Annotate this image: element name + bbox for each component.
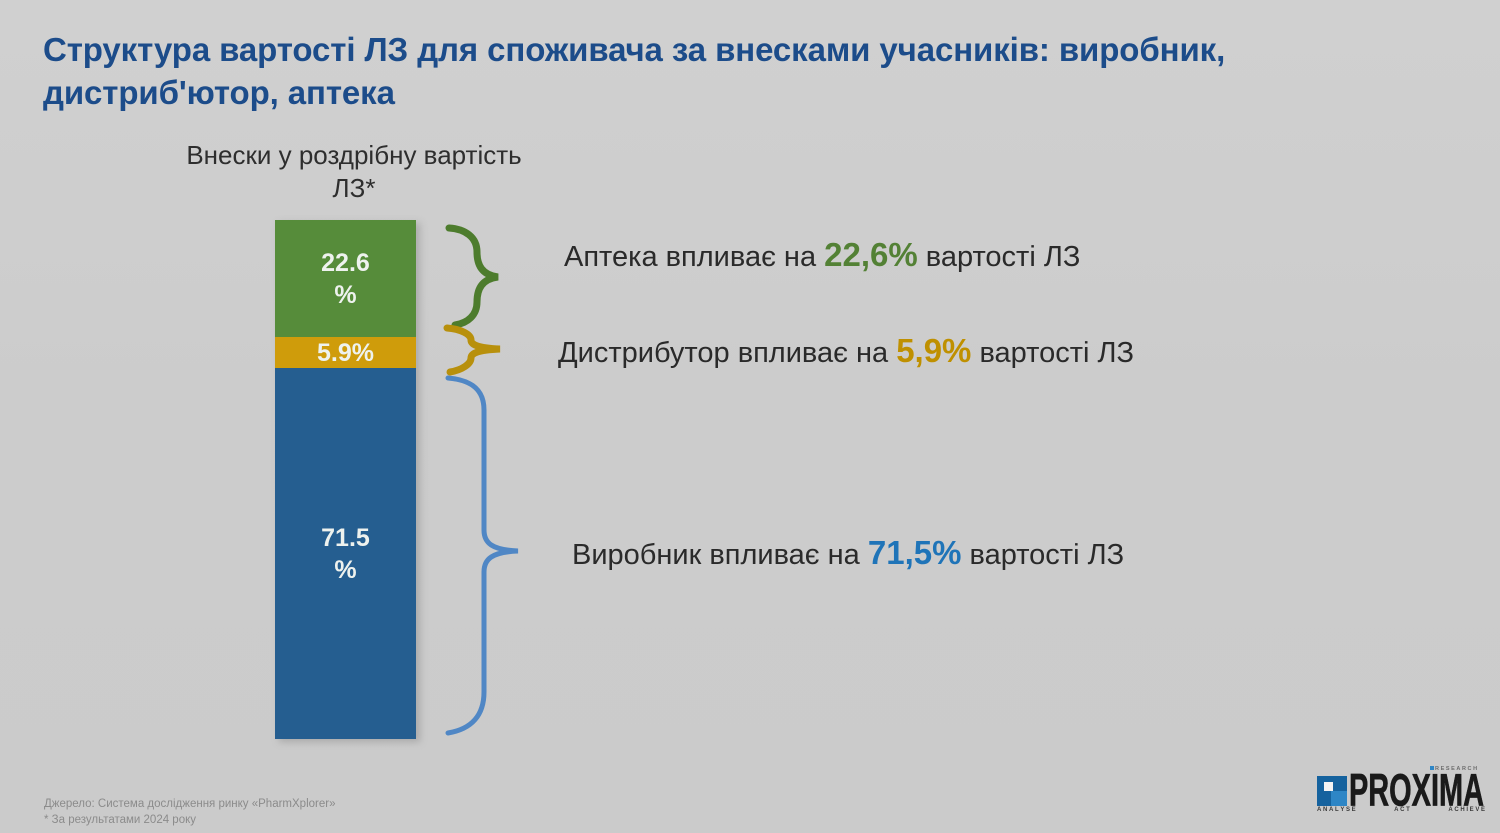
svg-text:PROXIMA: PROXIMA xyxy=(1349,770,1484,810)
